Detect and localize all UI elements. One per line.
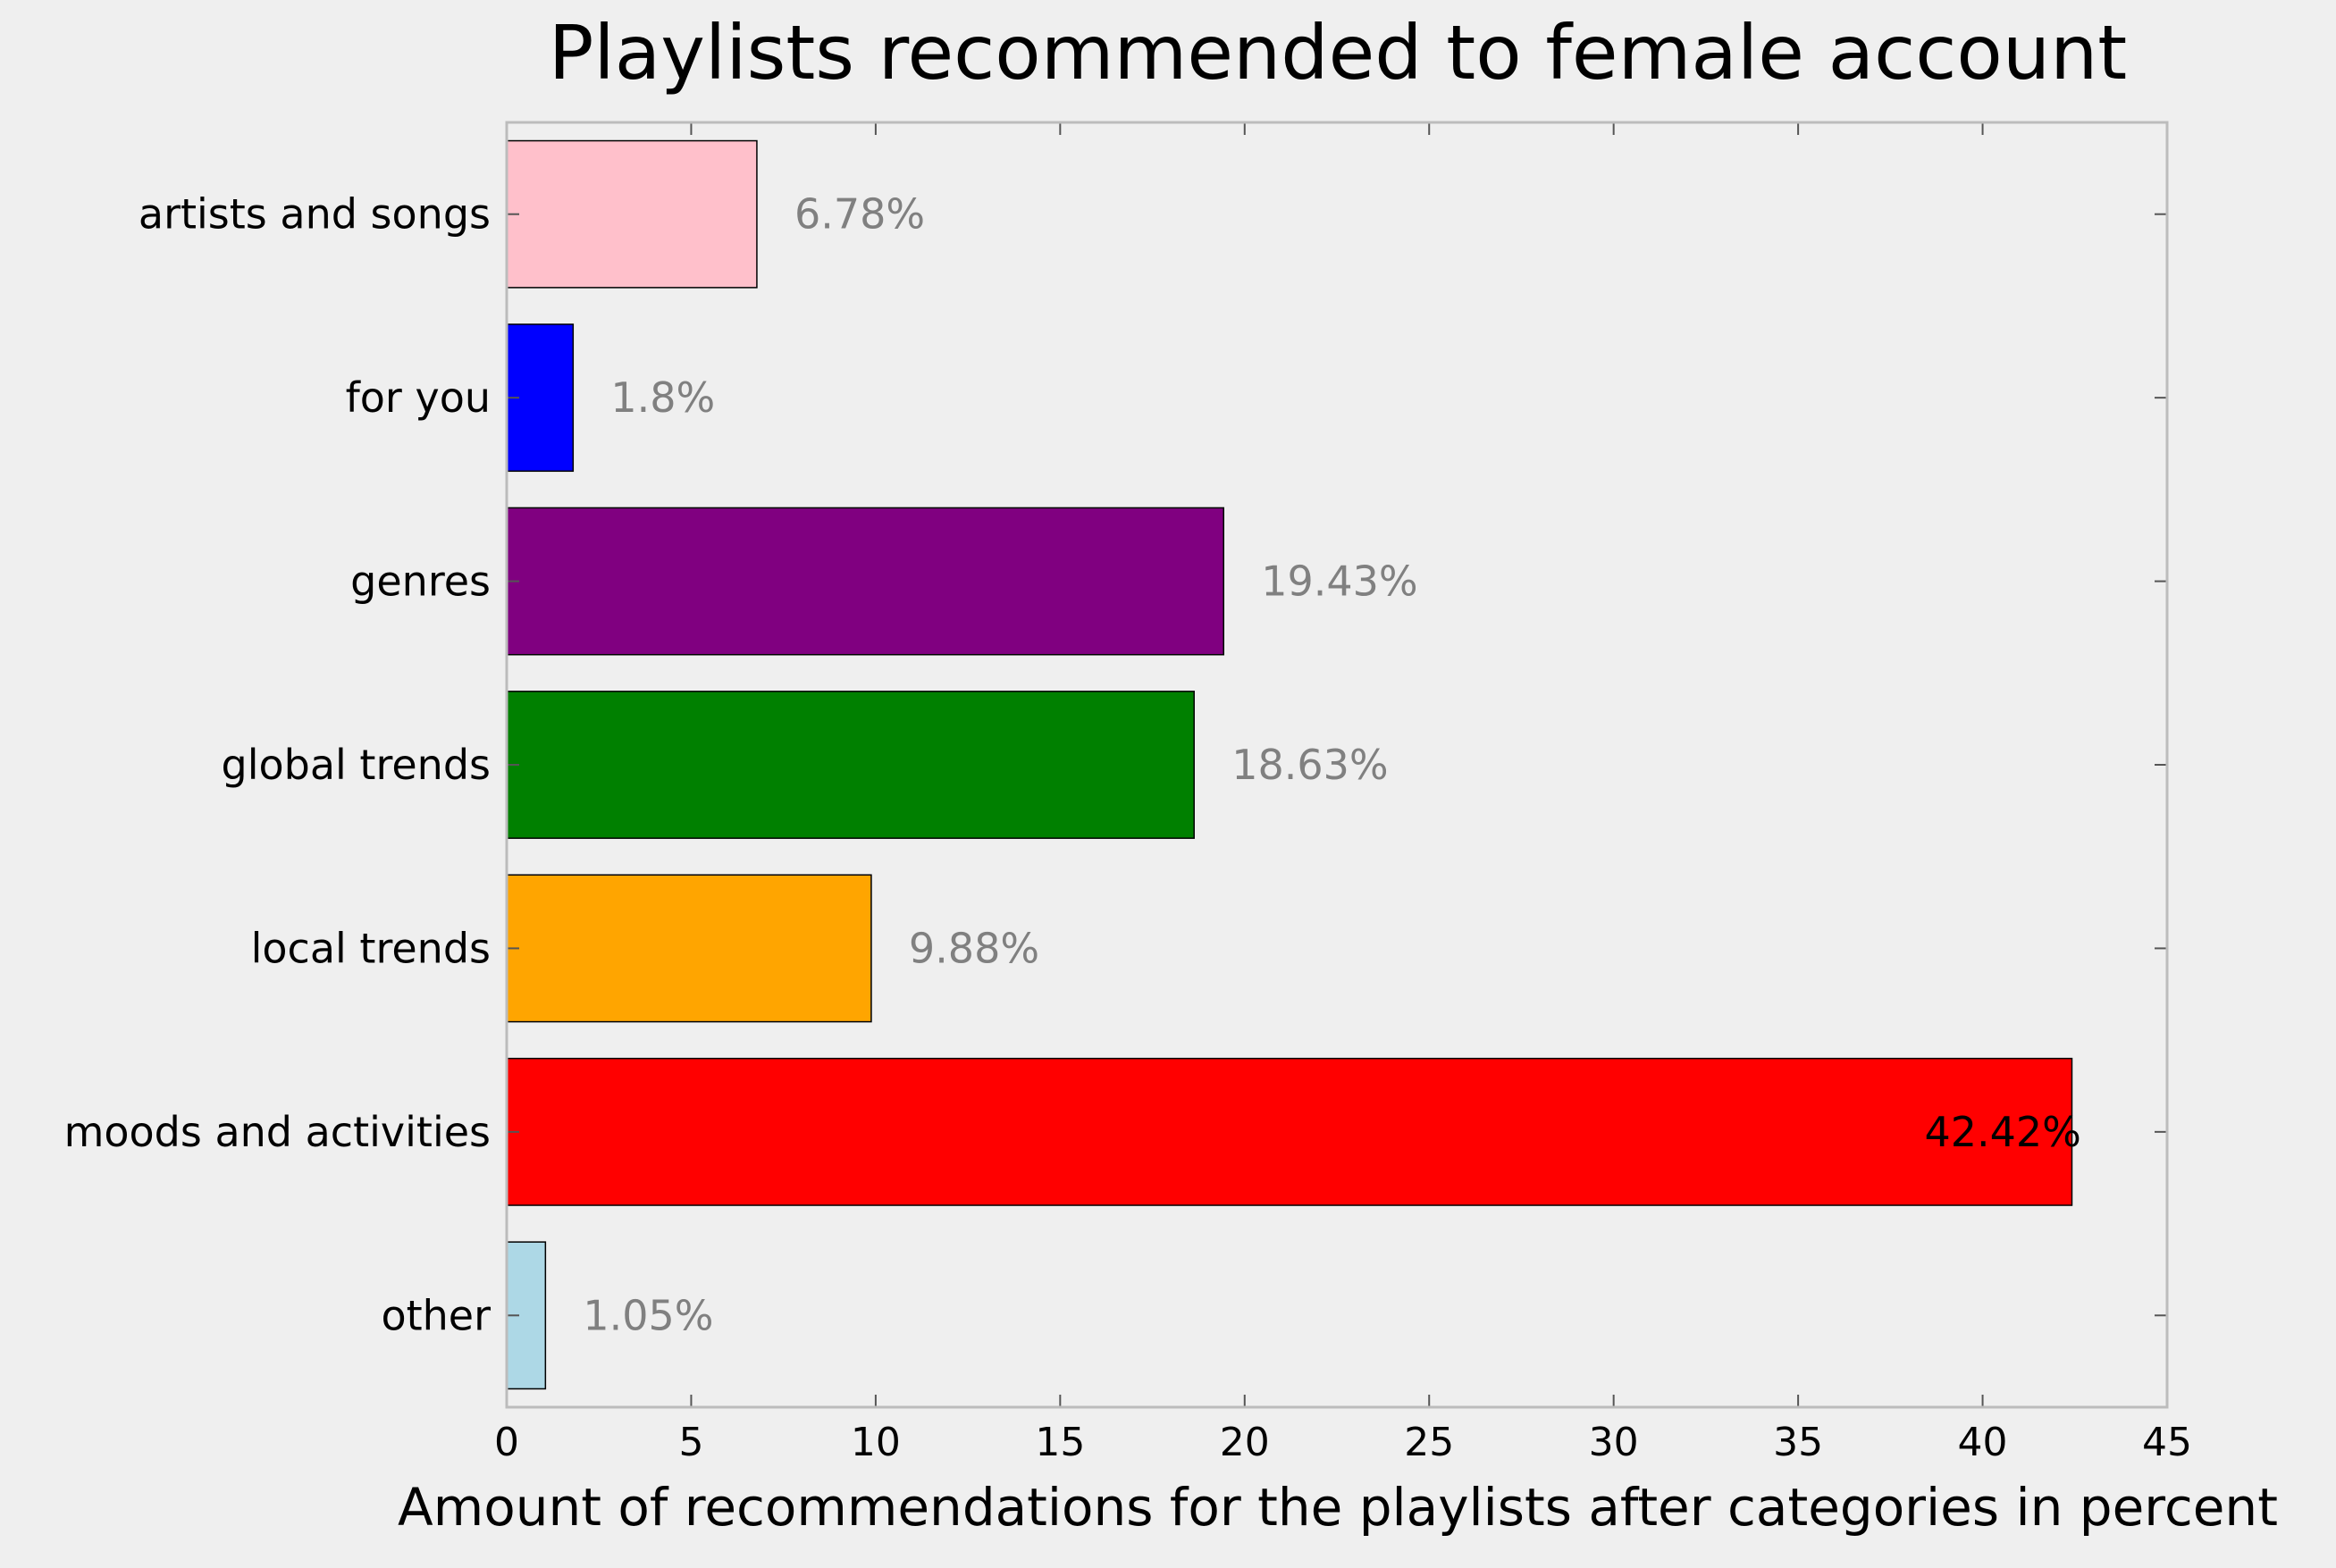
x-tick-label: 5 xyxy=(678,1420,703,1465)
y-tick-label: local trends xyxy=(251,924,491,972)
chart-title: Playlists recommended to female account xyxy=(549,9,2128,96)
plot-area: 6.78% artists and songs 1.8% for you 19.43% g… xyxy=(64,121,2192,1465)
x-tick-label: 35 xyxy=(1773,1420,1823,1465)
x-tick-label: 10 xyxy=(851,1420,901,1465)
bar xyxy=(506,507,1224,656)
x-tick-label: 40 xyxy=(1958,1420,2008,1465)
y-tick-label: artists and songs xyxy=(139,190,491,239)
bar-value-label: 1.05% xyxy=(583,1291,713,1339)
bar xyxy=(506,1241,547,1390)
bar-value-label: 42.42% xyxy=(1924,1108,2080,1156)
y-tick-label: for you xyxy=(346,373,491,422)
bar-value-label: 19.43% xyxy=(1261,558,1417,606)
bar-value-label: 18.63% xyxy=(1231,741,1388,789)
x-tick-label: 20 xyxy=(1220,1420,1270,1465)
y-tick-label: global trends xyxy=(222,741,491,789)
bar-value-label: 6.78% xyxy=(794,190,925,239)
y-tick-label: other xyxy=(381,1291,491,1339)
x-tick-label: 0 xyxy=(494,1420,519,1465)
x-axis-label: Amount of recommendations for the playli… xyxy=(398,1477,2278,1538)
x-tick-label: 25 xyxy=(1404,1420,1454,1465)
bar-value-label: 9.88% xyxy=(909,924,1039,972)
y-tick-label: genres xyxy=(350,558,491,606)
x-tick-label: 45 xyxy=(2142,1420,2192,1465)
x-tick-label: 30 xyxy=(1589,1420,1639,1465)
bar xyxy=(506,1057,2073,1206)
bar-value-label: 1.8% xyxy=(610,373,715,422)
plot-frame xyxy=(505,121,2169,1409)
bar xyxy=(506,139,758,289)
bar xyxy=(506,874,872,1023)
bar xyxy=(506,691,1195,839)
x-tick-label: 15 xyxy=(1035,1420,1085,1465)
y-tick-label: moods and activities xyxy=(64,1108,491,1156)
